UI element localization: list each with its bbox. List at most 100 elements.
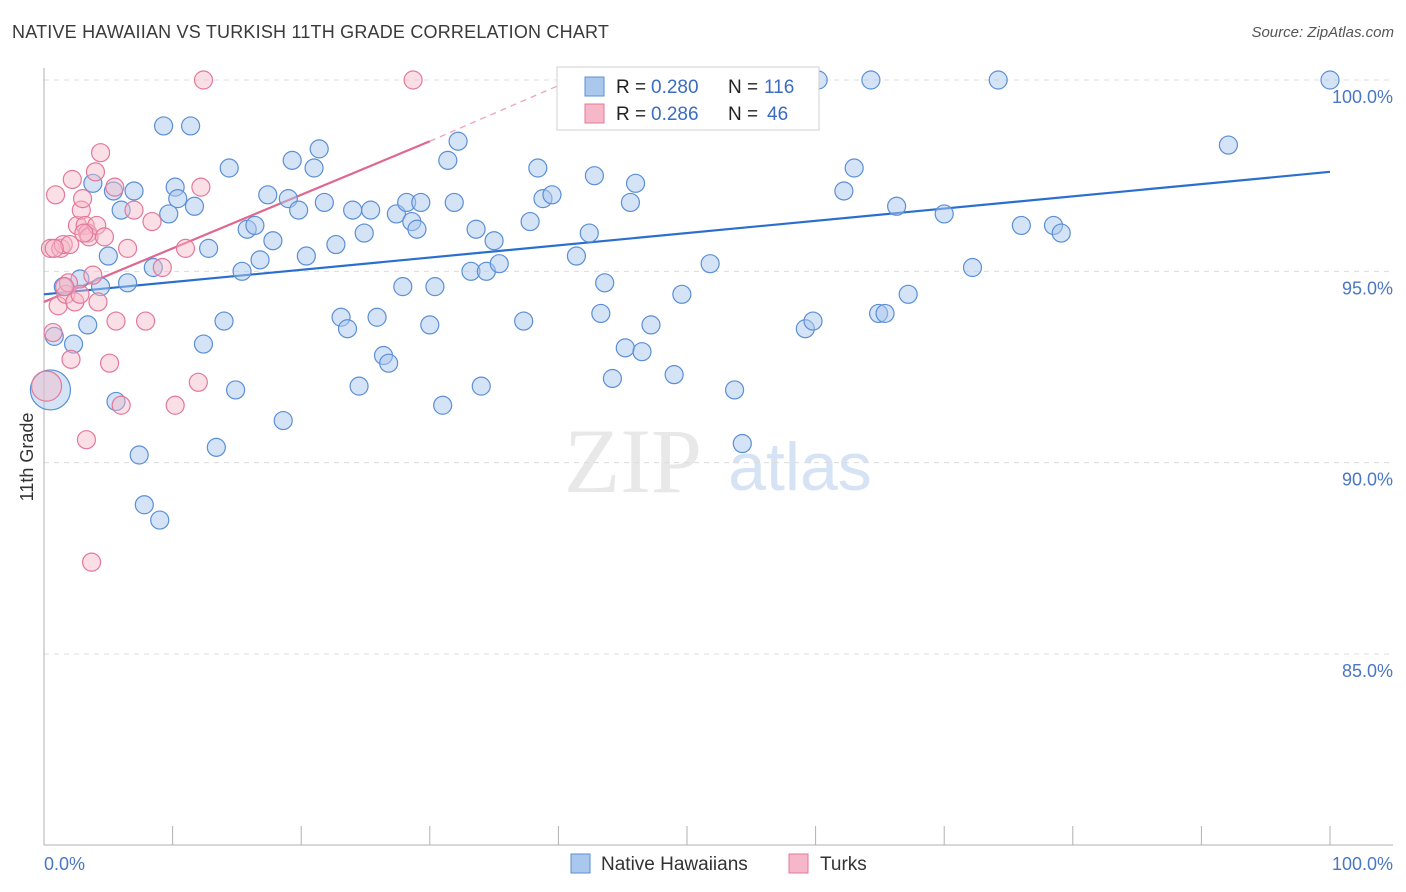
point-native-hawaiians	[407, 219, 427, 239]
point-turks	[142, 211, 162, 232]
point-native-hawaiians	[514, 311, 534, 331]
point-native-hawaiians	[70, 269, 90, 289]
point-native-hawaiians	[579, 223, 599, 243]
point-native-hawaiians	[1051, 223, 1071, 243]
point-turks	[188, 372, 208, 392]
point-turks	[165, 395, 185, 415]
point-native-hawaiians	[361, 200, 381, 220]
point-native-hawaiians	[584, 166, 605, 186]
point-native-hawaiians	[343, 200, 363, 220]
point-native-hawaiians	[420, 315, 440, 335]
stats-n-label-pink: N =	[728, 104, 758, 125]
trend-line-turks	[43, 140, 431, 303]
point-native-hawaiians	[962, 257, 983, 278]
y-tick-label: 95.0%	[1342, 278, 1393, 298]
point-native-hawaiians	[90, 277, 111, 297]
point-turks	[81, 552, 102, 572]
watermark-zip: ZIP	[564, 410, 702, 512]
point-turks	[105, 177, 125, 197]
point-native-hawaiians	[489, 254, 509, 274]
point-native-hawaiians	[263, 231, 283, 251]
point-native-hawaiians	[314, 192, 334, 213]
trend-lines	[43, 79, 1331, 303]
point-native-hawaiians	[289, 200, 309, 220]
point-native-hawaiians	[184, 196, 205, 216]
point-turks	[75, 215, 95, 236]
point-turks	[76, 430, 97, 450]
legend-label-turks: Turks	[820, 854, 867, 875]
point-native-hawaiians	[379, 353, 399, 373]
point-native-hawaiians	[438, 150, 458, 170]
point-native-hawaiians	[591, 303, 611, 324]
point-turks	[30, 370, 63, 402]
watermark-atlas: atlas	[728, 429, 872, 505]
y-tick-labels: 85.0% 90.0% 95.0% 100.0%	[1332, 87, 1393, 681]
legend-swatch-native-hawaiians	[570, 853, 591, 874]
point-turks	[403, 70, 423, 90]
trend-line-native-hawaiians	[43, 170, 1331, 296]
point-native-hawaiians	[934, 204, 954, 224]
point-native-hawaiians	[150, 510, 170, 530]
point-turks	[43, 322, 63, 343]
point-native-hawaiians	[124, 181, 144, 201]
point-turks	[60, 234, 80, 255]
data-points	[29, 70, 1340, 572]
point-native-hawaiians	[153, 116, 174, 136]
point-native-hawaiians	[367, 307, 387, 327]
point-turks	[85, 162, 106, 182]
point-native-hawaiians	[354, 223, 374, 243]
point-native-hawaiians	[466, 219, 486, 239]
point-native-hawaiians	[199, 238, 219, 258]
point-native-hawaiians	[214, 311, 234, 331]
point-native-hawaiians	[63, 334, 84, 354]
chart-title: NATIVE HAWAIIAN VS TURKISH 11TH GRADE CO…	[12, 22, 610, 42]
point-turks	[44, 238, 64, 258]
point-turks	[175, 238, 196, 258]
stats-n-value-blue: 116	[764, 77, 794, 98]
chart-source: Source: ZipAtlas.com	[1251, 24, 1394, 41]
y-tick-label: 90.0%	[1342, 470, 1393, 490]
point-native-hawaiians	[620, 192, 641, 213]
stats-r-value-pink: 0.286	[651, 104, 699, 125]
point-native-hawaiians	[425, 277, 445, 297]
point-turks	[99, 353, 120, 373]
point-native-hawaiians	[226, 380, 246, 400]
point-turks	[90, 143, 111, 163]
stats-n-value-pink: 46	[767, 104, 788, 125]
axes	[43, 68, 1393, 846]
point-native-hawaiians	[1011, 215, 1031, 236]
point-native-hawaiians	[700, 254, 720, 274]
stats-r-label-pink: R =	[616, 104, 646, 125]
point-native-hawaiians	[988, 70, 1008, 90]
point-native-hawaiians	[304, 158, 324, 178]
point-native-hawaiians	[602, 368, 623, 389]
point-native-hawaiians	[844, 158, 864, 178]
point-native-hawaiians	[411, 192, 431, 213]
point-native-hawaiians	[258, 185, 278, 205]
stats-r-value-blue: 0.280	[651, 77, 699, 98]
point-native-hawaiians	[834, 181, 854, 201]
legend-label-native-hawaiians: Native Hawaiians	[601, 854, 748, 875]
point-native-hawaiians	[134, 495, 154, 515]
point-turks	[135, 311, 156, 331]
point-native-hawaiians	[129, 445, 149, 465]
point-native-hawaiians	[433, 395, 453, 415]
point-native-hawaiians	[337, 319, 358, 339]
point-native-hawaiians	[193, 334, 214, 354]
point-native-hawaiians	[641, 315, 661, 335]
point-native-hawaiians	[566, 246, 587, 266]
point-turks	[74, 223, 94, 243]
stats-swatch-pink	[584, 103, 605, 124]
point-native-hawaiians	[219, 158, 239, 178]
point-native-hawaiians	[117, 273, 138, 293]
point-native-hawaiians	[672, 284, 692, 304]
x-tick-label-max: 100.0%	[1332, 854, 1393, 874]
point-native-hawaiians	[1218, 135, 1239, 155]
point-native-hawaiians	[615, 338, 635, 358]
point-native-hawaiians	[887, 196, 907, 216]
point-native-hawaiians	[206, 437, 226, 457]
point-native-hawaiians	[471, 376, 491, 396]
point-turks	[67, 215, 88, 236]
point-native-hawaiians	[803, 311, 823, 331]
